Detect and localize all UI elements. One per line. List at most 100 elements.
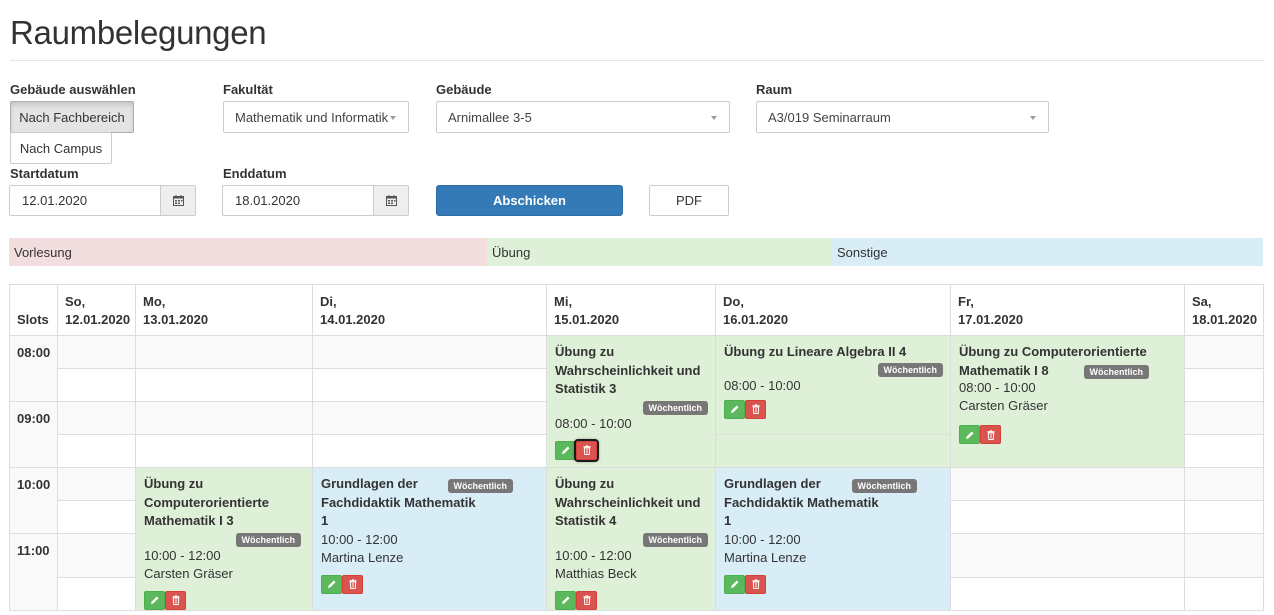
pencil-icon (561, 596, 569, 604)
page-title: Raumbelegungen (10, 14, 267, 51)
edit-button[interactable] (321, 574, 342, 594)
start-date-label: Startdatum (10, 166, 79, 181)
calendar-cell (135, 335, 313, 369)
delete-button[interactable] (980, 425, 1001, 444)
delete-button[interactable] (342, 574, 363, 594)
trash-icon (583, 445, 590, 455)
day-header-mon: Mo, 13.01.2020 (135, 284, 313, 336)
event-time: 10:00 - 12:00 (321, 531, 398, 547)
day-header-sun: So, 12.01.2020 (57, 284, 136, 336)
pencil-icon (965, 431, 973, 439)
calendar-cell (135, 401, 313, 435)
end-date-field[interactable] (222, 185, 409, 216)
calendar-cell (135, 434, 313, 468)
event-title: Grundlagen der Fachdidaktik Mathematik 1 (724, 476, 879, 528)
chevron-down-icon (390, 116, 396, 120)
calendar-cell (57, 576, 136, 611)
title-divider (10, 60, 1264, 61)
event-person: Matthias Beck (555, 565, 637, 581)
day-header-fri: Fr, 17.01.2020 (950, 284, 1185, 336)
event-person: Carsten Gräser (144, 565, 233, 581)
end-date-input[interactable] (223, 186, 373, 215)
event-wed-1000[interactable]: Übung zu Wahrscheinlichkeit und Statisti… (546, 467, 716, 611)
event-thu-0800[interactable]: Übung zu Lineare Algebra II 4 Wöchentlic… (715, 335, 951, 435)
edit-button[interactable] (724, 574, 745, 594)
event-title: Übung zu Wahrscheinlichkeit und Statisti… (555, 344, 701, 396)
submit-button[interactable]: Abschicken (436, 185, 623, 216)
faculty-select[interactable]: Mathematik und Informatik (223, 101, 409, 133)
delete-button[interactable] (576, 590, 597, 610)
start-date-field[interactable] (9, 185, 196, 216)
calendar-cell (312, 368, 547, 402)
recurrence-badge: Wöchentlich (877, 362, 943, 377)
event-person: Martina Lenze (724, 549, 807, 565)
pdf-button[interactable]: PDF (649, 185, 729, 216)
calendar-cell (950, 500, 1185, 534)
edit-button[interactable] (144, 590, 165, 610)
start-date-input[interactable] (10, 186, 160, 215)
calendar-cell (1184, 434, 1264, 468)
calendar-cell (57, 401, 136, 435)
calendar-icon[interactable] (160, 186, 195, 215)
calendar-cell (312, 401, 547, 435)
calendar-cell (950, 467, 1185, 501)
building-select[interactable]: Arnimallee 3-5 (436, 101, 730, 133)
calendar-cell (57, 500, 136, 534)
event-fri-0800[interactable]: Übung zu Computerorientierte Mathematik … (950, 335, 1185, 468)
faculty-label: Fakultät (223, 82, 273, 97)
event-time: 10:00 - 12:00 (144, 547, 221, 563)
faculty-select-value: Mathematik und Informatik (235, 109, 389, 125)
room-label: Raum (756, 82, 793, 97)
event-person: Carsten Gräser (959, 398, 1048, 413)
calendar-cell (57, 368, 136, 402)
day-header-sat: Sa, 18.01.2020 (1184, 284, 1264, 336)
calendar-cell (1184, 467, 1264, 501)
calendar-cell (1184, 368, 1264, 402)
edit-button[interactable] (959, 425, 980, 444)
recurrence-badge: Wöchentlich (447, 479, 513, 493)
event-thu-1000[interactable]: Grundlagen der Fachdidaktik Mathematik 1… (715, 467, 951, 611)
building-select-value: Arnimallee 3-5 (448, 109, 532, 125)
trash-icon (583, 595, 590, 605)
calendar-cell (135, 368, 313, 402)
event-title: Übung zu Lineare Algebra II 4 (724, 344, 907, 359)
recurrence-badge: Wöchentlich (642, 400, 708, 415)
time-slot-1000: 10:00 (9, 467, 58, 534)
delete-button[interactable] (165, 590, 186, 610)
trash-icon (752, 579, 759, 589)
room-select[interactable]: A3/019 Seminarraum (756, 101, 1049, 133)
delete-button[interactable] (745, 574, 766, 594)
pencil-icon (730, 405, 738, 413)
chevron-down-icon (711, 116, 717, 120)
trash-icon (987, 429, 994, 440)
calendar-cell (57, 533, 136, 578)
calendar-cell (312, 434, 547, 468)
event-time: 10:00 - 12:00 (555, 547, 632, 563)
legend-exercise: Übung (487, 238, 832, 266)
calendar-cell (1184, 335, 1264, 369)
delete-button[interactable] (574, 438, 599, 462)
calendar-icon[interactable] (373, 186, 408, 215)
calendar-cell (1184, 401, 1264, 435)
day-header-thu: Do, 16.01.2020 (715, 284, 951, 336)
legend-lecture: Vorlesung (9, 238, 487, 266)
delete-button[interactable] (745, 399, 766, 419)
event-tue-1000[interactable]: Grundlagen der Fachdidaktik Mathematik 1… (312, 467, 547, 611)
calendar-cell (950, 533, 1185, 578)
trash-icon (172, 595, 179, 605)
event-mon-1000[interactable]: Übung zu Computerorientierte Mathematik … (135, 467, 313, 611)
recurrence-badge: Wöchentlich (642, 532, 708, 547)
by-faculty-button[interactable]: Nach Fachbereich (10, 101, 134, 133)
building-label: Gebäude (436, 82, 492, 97)
edit-button[interactable] (724, 399, 745, 419)
edit-button[interactable] (555, 440, 576, 460)
event-wed-0800[interactable]: Übung zu Wahrscheinlichkeit und Statisti… (546, 335, 716, 468)
time-slot-0800: 08:00 (9, 335, 58, 402)
pencil-icon (730, 580, 738, 588)
calendar-cell (57, 434, 136, 468)
day-header-wed: Mi, 15.01.2020 (546, 284, 716, 336)
building-select-label: Gebäude auswählen (10, 82, 136, 97)
slots-header: Slots (9, 284, 58, 336)
edit-button[interactable] (555, 590, 576, 610)
by-campus-button[interactable]: Nach Campus (10, 132, 112, 164)
